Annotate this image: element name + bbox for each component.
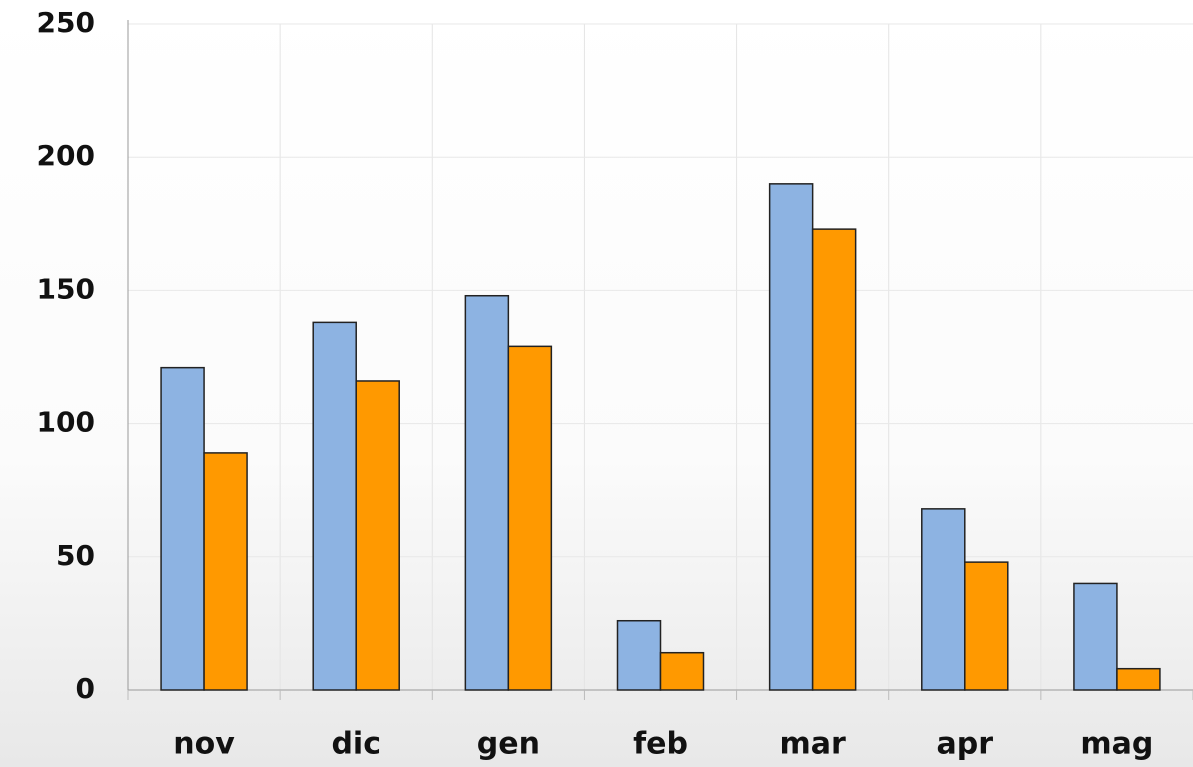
- bar: [811, 228, 857, 691]
- y-tick-label: 100: [37, 406, 95, 439]
- bar: [464, 294, 510, 691]
- bar: [659, 651, 705, 691]
- x-tick-label: dic: [331, 727, 381, 762]
- bar: [312, 321, 357, 691]
- bar: [1073, 582, 1118, 691]
- bar: [616, 619, 662, 691]
- y-tick-label: 150: [37, 272, 95, 305]
- y-tick-label: 0: [76, 672, 95, 705]
- y-tick-label: 250: [37, 6, 95, 39]
- x-tick-label: nov: [173, 727, 235, 762]
- x-tick-label: apr: [937, 727, 994, 762]
- x-tick-label: feb: [633, 727, 688, 762]
- y-tick-label: 50: [56, 539, 95, 572]
- bar: [768, 183, 814, 691]
- y-tick-label: 200: [37, 139, 95, 172]
- bar: [964, 561, 1009, 691]
- bar: [1116, 667, 1161, 691]
- bar: [921, 508, 966, 691]
- x-tick-label: gen: [477, 727, 540, 762]
- bar: [160, 366, 205, 691]
- bar: [355, 380, 400, 691]
- bar: [507, 345, 553, 691]
- x-tick-label: mag: [1080, 727, 1153, 762]
- x-tick-label: mar: [779, 727, 846, 762]
- bar: [203, 452, 248, 691]
